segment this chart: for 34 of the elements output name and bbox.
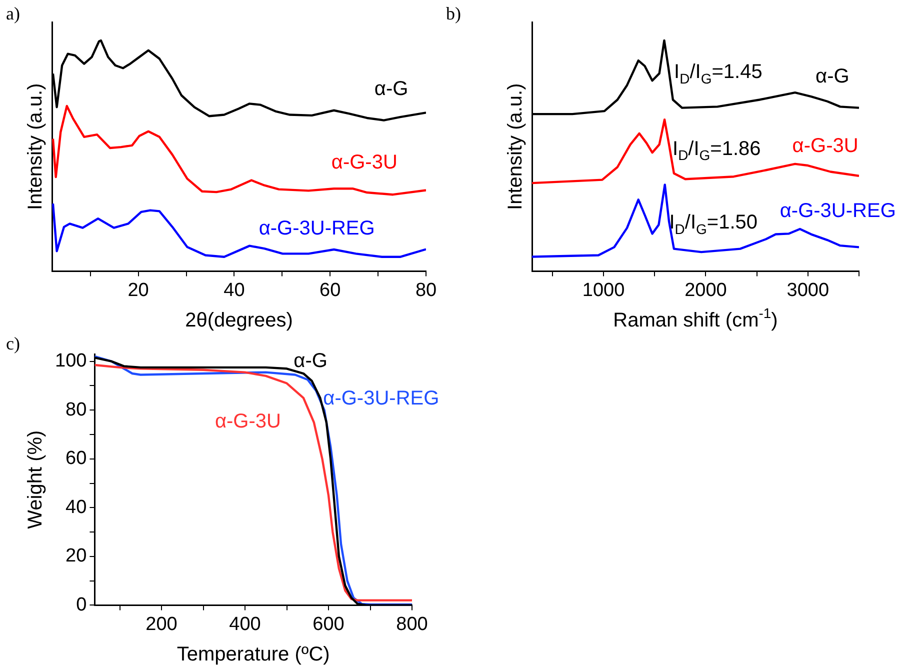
series-label: α-G [294, 350, 328, 372]
x-tick-label: 40 [224, 280, 245, 301]
series-label: α-G [374, 78, 408, 100]
series-label: α-G-3U-REG [258, 217, 375, 240]
series-label: α-G-3U-REG [780, 200, 896, 222]
x-tick-label: 1000 [582, 280, 625, 301]
series-label: α-G-3U [792, 135, 858, 158]
y-axis-title: Intensity (a.u.) [24, 83, 47, 210]
series-label: α-G-3U-REG [323, 388, 440, 410]
x-tick-label: 20 [128, 280, 149, 301]
series-label: α-G-3U [331, 151, 398, 174]
x-tick-label: 200 [146, 614, 178, 635]
y-tick-label: 100 [55, 350, 87, 372]
x-axis-title: 2θ(degrees) [185, 310, 293, 332]
x-tick-label: 80 [415, 280, 437, 301]
y-axis-title: Intensity (a.u.) [504, 83, 527, 210]
x-tick-label: 3000 [786, 280, 830, 301]
x-axis-title: Temperature (ºC) [176, 644, 330, 666]
x-tick-label: 2000 [684, 280, 727, 301]
y-tick-label: 40 [66, 496, 87, 518]
y-tick-label: 20 [66, 546, 87, 567]
x-tick-label: 60 [320, 280, 341, 301]
text: b) [446, 4, 461, 24]
y-axis-title: Weight (%) [24, 430, 47, 529]
series-label: α-G [816, 65, 850, 88]
text: a) [6, 4, 20, 24]
y-tick-label: 60 [66, 448, 87, 470]
series-label: α-G-3U [214, 410, 281, 432]
y-tick-label: 0 [76, 594, 87, 616]
x-tick-label: 600 [312, 614, 344, 635]
y-tick-label: 80 [66, 399, 87, 420]
text: c) [6, 334, 20, 354]
x-tick-label: 800 [396, 614, 428, 635]
x-tick-label: 400 [229, 614, 261, 635]
